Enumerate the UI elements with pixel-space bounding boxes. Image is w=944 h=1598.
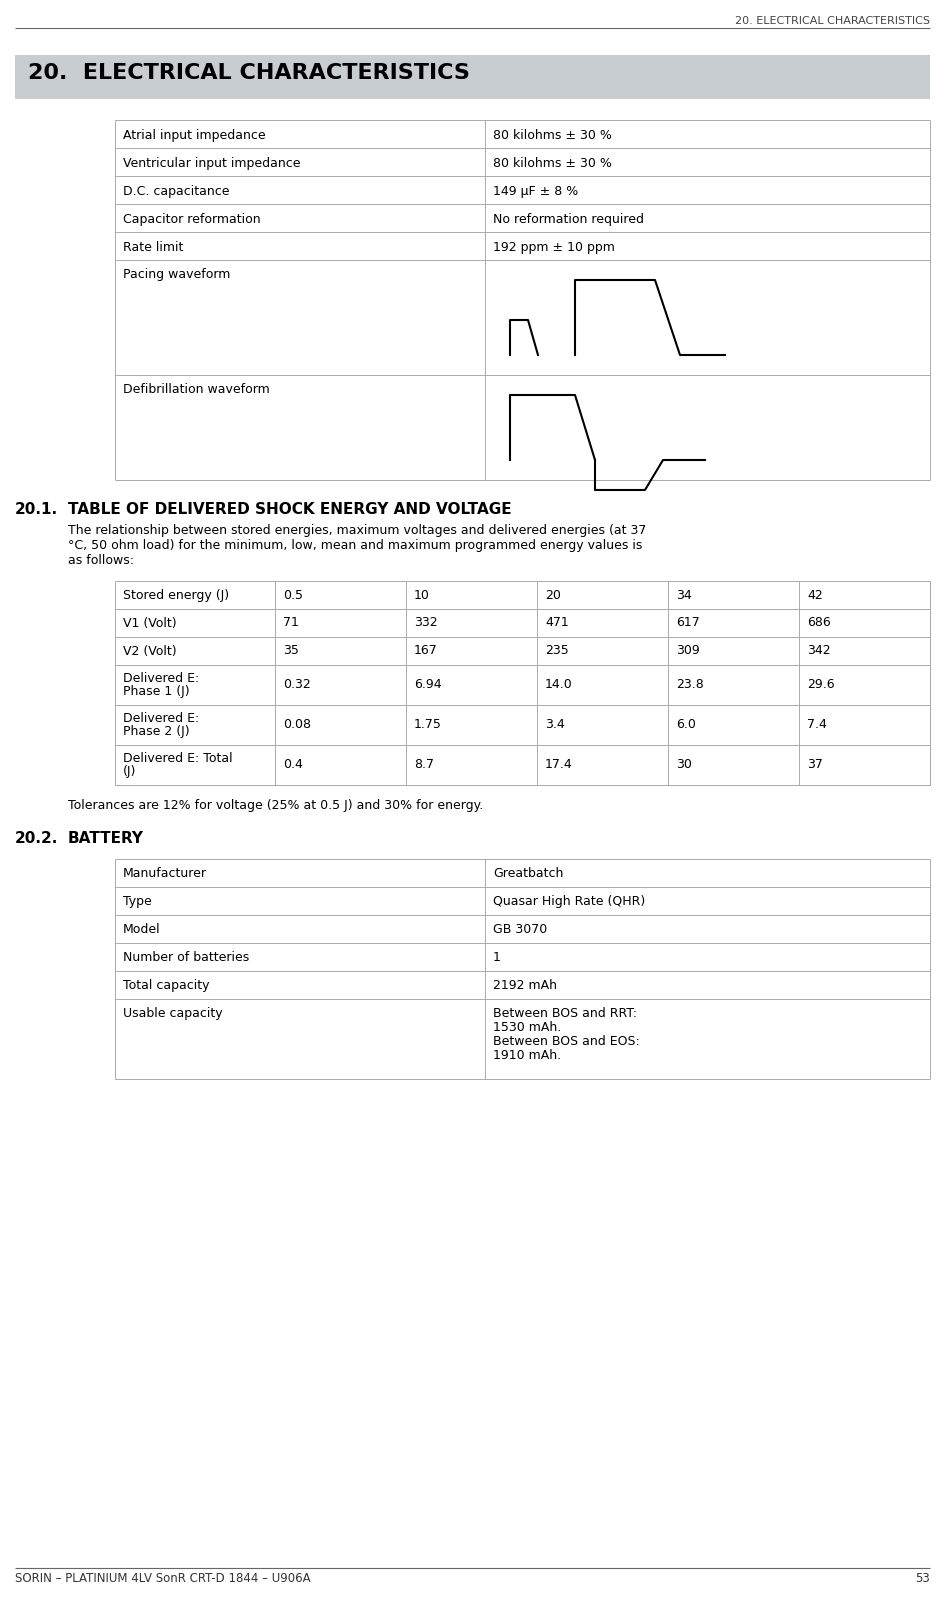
Text: 1: 1: [493, 951, 500, 964]
Text: 192 ppm ± 10 ppm: 192 ppm ± 10 ppm: [493, 241, 615, 254]
Text: 35: 35: [282, 644, 298, 657]
Text: 14.0: 14.0: [545, 679, 572, 692]
Text: Usable capacity: Usable capacity: [123, 1007, 223, 1020]
Text: 20. ELECTRICAL CHARACTERISTICS: 20. ELECTRICAL CHARACTERISTICS: [734, 16, 929, 26]
Text: 30: 30: [675, 759, 691, 772]
Text: Stored energy (J): Stored energy (J): [123, 590, 228, 602]
Text: 167: 167: [413, 644, 437, 657]
Text: Pacing waveform: Pacing waveform: [123, 268, 230, 281]
Text: The relationship between stored energies, maximum voltages and delivered energie: The relationship between stored energies…: [68, 524, 646, 537]
Text: 17.4: 17.4: [545, 759, 572, 772]
Text: Total capacity: Total capacity: [123, 980, 210, 992]
Text: Type: Type: [123, 895, 152, 908]
Text: 10: 10: [413, 590, 430, 602]
Text: TABLE OF DELIVERED SHOCK ENERGY AND VOLTAGE: TABLE OF DELIVERED SHOCK ENERGY AND VOLT…: [68, 502, 511, 518]
Text: 6.94: 6.94: [413, 679, 441, 692]
Text: 1910 mAh.: 1910 mAh.: [493, 1048, 561, 1063]
Text: 617: 617: [675, 617, 699, 630]
Text: 37: 37: [806, 759, 822, 772]
Text: SORIN – PLATINIUM 4LV SonR CRT-D 1844 – U906A: SORIN – PLATINIUM 4LV SonR CRT-D 1844 – …: [15, 1572, 311, 1585]
Text: 2192 mAh: 2192 mAh: [493, 980, 556, 992]
Text: 309: 309: [675, 644, 699, 657]
Text: (J): (J): [123, 765, 136, 778]
Text: V1 (Volt): V1 (Volt): [123, 617, 177, 630]
Text: Atrial input impedance: Atrial input impedance: [123, 129, 265, 142]
Text: Rate limit: Rate limit: [123, 241, 183, 254]
Text: Ventricular input impedance: Ventricular input impedance: [123, 157, 300, 169]
Text: 7.4: 7.4: [806, 719, 826, 732]
Text: Capacitor reformation: Capacitor reformation: [123, 213, 261, 225]
Text: 20.1.: 20.1.: [15, 502, 59, 518]
Text: D.C. capacitance: D.C. capacitance: [123, 185, 229, 198]
Text: 80 kilohms ± 30 %: 80 kilohms ± 30 %: [493, 157, 611, 169]
Text: 1.75: 1.75: [413, 719, 442, 732]
Text: Delivered E: Total: Delivered E: Total: [123, 753, 232, 765]
Text: 342: 342: [806, 644, 830, 657]
Text: 0.32: 0.32: [282, 679, 311, 692]
Text: Between BOS and EOS:: Between BOS and EOS:: [493, 1036, 639, 1048]
Text: 3.4: 3.4: [545, 719, 565, 732]
Text: GB 3070: GB 3070: [493, 924, 547, 936]
Text: Tolerances are 12% for voltage (25% at 0.5 J) and 30% for energy.: Tolerances are 12% for voltage (25% at 0…: [68, 799, 482, 812]
Text: 53: 53: [915, 1572, 929, 1585]
Text: Phase 2 (J): Phase 2 (J): [123, 725, 190, 738]
Text: 20.2.: 20.2.: [15, 831, 59, 845]
Text: Manufacturer: Manufacturer: [123, 868, 207, 880]
Text: V2 (Volt): V2 (Volt): [123, 644, 177, 657]
Text: Between BOS and RRT:: Between BOS and RRT:: [493, 1007, 636, 1020]
Text: °C, 50 ohm load) for the minimum, low, mean and maximum programmed energy values: °C, 50 ohm load) for the minimum, low, m…: [68, 539, 642, 551]
Text: 235: 235: [545, 644, 568, 657]
Text: 0.5: 0.5: [282, 590, 303, 602]
Text: 20.  ELECTRICAL CHARACTERISTICS: 20. ELECTRICAL CHARACTERISTICS: [28, 62, 469, 83]
Bar: [15, 54, 929, 99]
Text: 1530 mAh.: 1530 mAh.: [493, 1021, 561, 1034]
Text: 0.4: 0.4: [282, 759, 303, 772]
Text: 80 kilohms ± 30 %: 80 kilohms ± 30 %: [493, 129, 611, 142]
Text: 686: 686: [806, 617, 830, 630]
Text: 42: 42: [806, 590, 822, 602]
Text: Model: Model: [123, 924, 160, 936]
Text: 0.08: 0.08: [282, 719, 311, 732]
Text: No reformation required: No reformation required: [493, 213, 643, 225]
Text: 471: 471: [545, 617, 568, 630]
Text: Greatbatch: Greatbatch: [493, 868, 563, 880]
Text: 6.0: 6.0: [675, 719, 695, 732]
Text: Defibrillation waveform: Defibrillation waveform: [123, 384, 269, 396]
Text: Delivered E:: Delivered E:: [123, 673, 199, 686]
Text: Quasar High Rate (QHR): Quasar High Rate (QHR): [493, 895, 645, 908]
Text: 23.8: 23.8: [675, 679, 703, 692]
Text: 71: 71: [282, 617, 298, 630]
Text: 332: 332: [413, 617, 437, 630]
Text: 34: 34: [675, 590, 691, 602]
Text: as follows:: as follows:: [68, 555, 134, 567]
Text: Number of batteries: Number of batteries: [123, 951, 249, 964]
Text: 29.6: 29.6: [806, 679, 834, 692]
Text: Delivered E:: Delivered E:: [123, 713, 199, 725]
Text: 8.7: 8.7: [413, 759, 433, 772]
Text: Phase 1 (J): Phase 1 (J): [123, 686, 190, 698]
Text: 20: 20: [545, 590, 561, 602]
Text: 149 µF ± 8 %: 149 µF ± 8 %: [493, 185, 578, 198]
Text: BATTERY: BATTERY: [68, 831, 143, 845]
